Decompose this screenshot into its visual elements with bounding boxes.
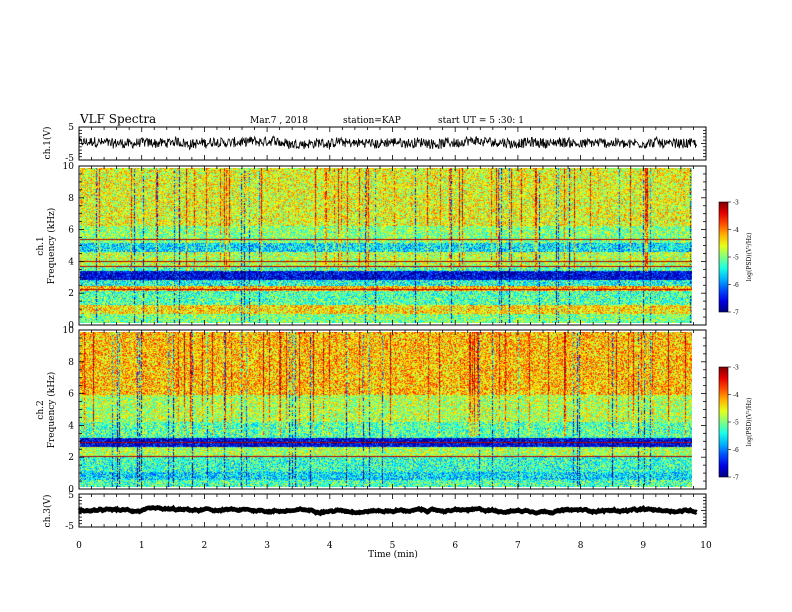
ch1-waveform-trace — [78, 135, 697, 151]
ch1-waveform-ticks — [78, 126, 707, 161]
date-label: Mar.7 , 2018 — [250, 116, 308, 126]
colorbar-tick--7: -7 — [733, 475, 739, 482]
colorbar-tick--4: -4 — [733, 227, 739, 234]
xtick-label-1: 1 — [139, 541, 145, 551]
colorbar-tick--6: -6 — [733, 447, 739, 454]
ch2-spectrogram-panel: 0 2 4 6 8 10 ch.2 Frequency (kHz) -3 -4 -5 -6 -7 l… — [36, 326, 753, 495]
colorbar-tick--3: -3 — [733, 365, 739, 372]
xtick-label-10: 10 — [700, 541, 712, 551]
ytick-label-10: 10 — [63, 326, 75, 336]
xtick-label-8: 8 — [578, 541, 584, 551]
ch1-spectrogram-panel: 0 2 4 6 8 10 ch.1 Frequency (kHz) -3 -4 -5 -6 -7 l… — [36, 162, 753, 331]
station-label: station=KAP — [343, 116, 401, 126]
ch3-waveform-ticks — [78, 493, 707, 528]
ytick-label-6: 6 — [68, 390, 74, 400]
ch1-spectrogram-ylabel-line1: ch.1 — [36, 236, 46, 255]
time-axis-label: Time (min) — [368, 549, 418, 560]
ch1-spectrogram-image — [80, 168, 692, 323]
ch1-spectrogram-ylabel-line2: Frequency (kHz) — [46, 208, 57, 285]
xtick-label-5: 5 — [390, 541, 396, 551]
ytick-label-6: 6 — [68, 226, 74, 236]
ch1-spectrogram-ticks — [78, 165, 707, 326]
ch2-spectrogram-ticks — [78, 329, 707, 490]
figure-title: VLF Spectra — [79, 112, 156, 126]
ch3-waveform-ylabel: ch.3(V) — [42, 495, 53, 528]
colorbar-tick--5: -5 — [733, 255, 739, 262]
ytick-label-10: 10 — [63, 162, 75, 172]
ch1-colorbar: -3 -4 -5 -6 -7 log(PSD)(V²/Hz) — [718, 200, 753, 317]
ch1-waveform-ylabel: ch.1(V) — [42, 127, 53, 160]
colorbar-tick--3: -3 — [733, 200, 739, 207]
ch2-spectrogram-image — [80, 332, 692, 487]
ytick-label-4: 4 — [68, 257, 74, 267]
ytick-label-4: 4 — [68, 421, 74, 431]
time-axis-tick-labels: 0 1 2 3 4 5 6 7 8 9 10 — [76, 541, 712, 551]
colorbar-tick--7: -7 — [733, 310, 739, 317]
ch1-ytick-top: 5 — [68, 123, 74, 133]
colorbar-tick--5: -5 — [733, 420, 739, 427]
ch3-waveform-trace — [77, 504, 698, 517]
ytick-label-2: 2 — [68, 453, 74, 463]
ch3-ytick-top: 5 — [68, 491, 74, 501]
ch2-spectrogram-ylabel-line2: Frequency (kHz) — [46, 372, 57, 449]
ch3-waveform-panel: 5 -5 ch.3(V) 0 1 2 3 4 5 6 7 8 9 10 Time (min) — [42, 491, 712, 560]
start-ut-label: start UT = 5 :30: 1 — [438, 116, 524, 126]
xtick-label-4: 4 — [327, 541, 333, 551]
colorbar-label: log(PSD)(V²/Hz) — [746, 398, 753, 447]
ch2-colorbar: -3 -4 -5 -6 -7 log(PSD)(V²/Hz) — [718, 365, 753, 482]
colorbar-scale — [718, 201, 729, 313]
xtick-label-9: 9 — [640, 541, 646, 551]
ch1-ytick-bottom: -5 — [65, 154, 74, 164]
xtick-label-6: 6 — [452, 541, 458, 551]
ytick-label-2: 2 — [68, 289, 74, 299]
colorbar-scale — [718, 366, 729, 478]
ytick-label-0: 0 — [68, 321, 74, 331]
ch1-waveform-panel: 5 -5 ch.1(V) — [42, 123, 707, 164]
xtick-label-7: 7 — [515, 541, 521, 551]
xtick-label-0: 0 — [76, 541, 82, 551]
colorbar-tick--6: -6 — [733, 282, 739, 289]
ch3-ytick-bottom: -5 — [65, 522, 74, 532]
colorbar-label: log(PSD)(V²/Hz) — [746, 233, 753, 282]
xtick-label-2: 2 — [202, 541, 208, 551]
colorbar-tick--4: -4 — [733, 392, 739, 399]
ch2-spectrogram-ylabel-line1: ch.2 — [36, 400, 46, 419]
ch2-spectrogram-ytick-labels: 0 2 4 6 8 10 — [63, 326, 75, 495]
xtick-label-3: 3 — [264, 541, 270, 551]
ytick-label-0: 0 — [68, 485, 74, 495]
ytick-label-8: 8 — [68, 194, 74, 204]
ytick-label-8: 8 — [68, 358, 74, 368]
ch1-spectrogram-ytick-labels: 0 2 4 6 8 10 — [63, 162, 75, 331]
